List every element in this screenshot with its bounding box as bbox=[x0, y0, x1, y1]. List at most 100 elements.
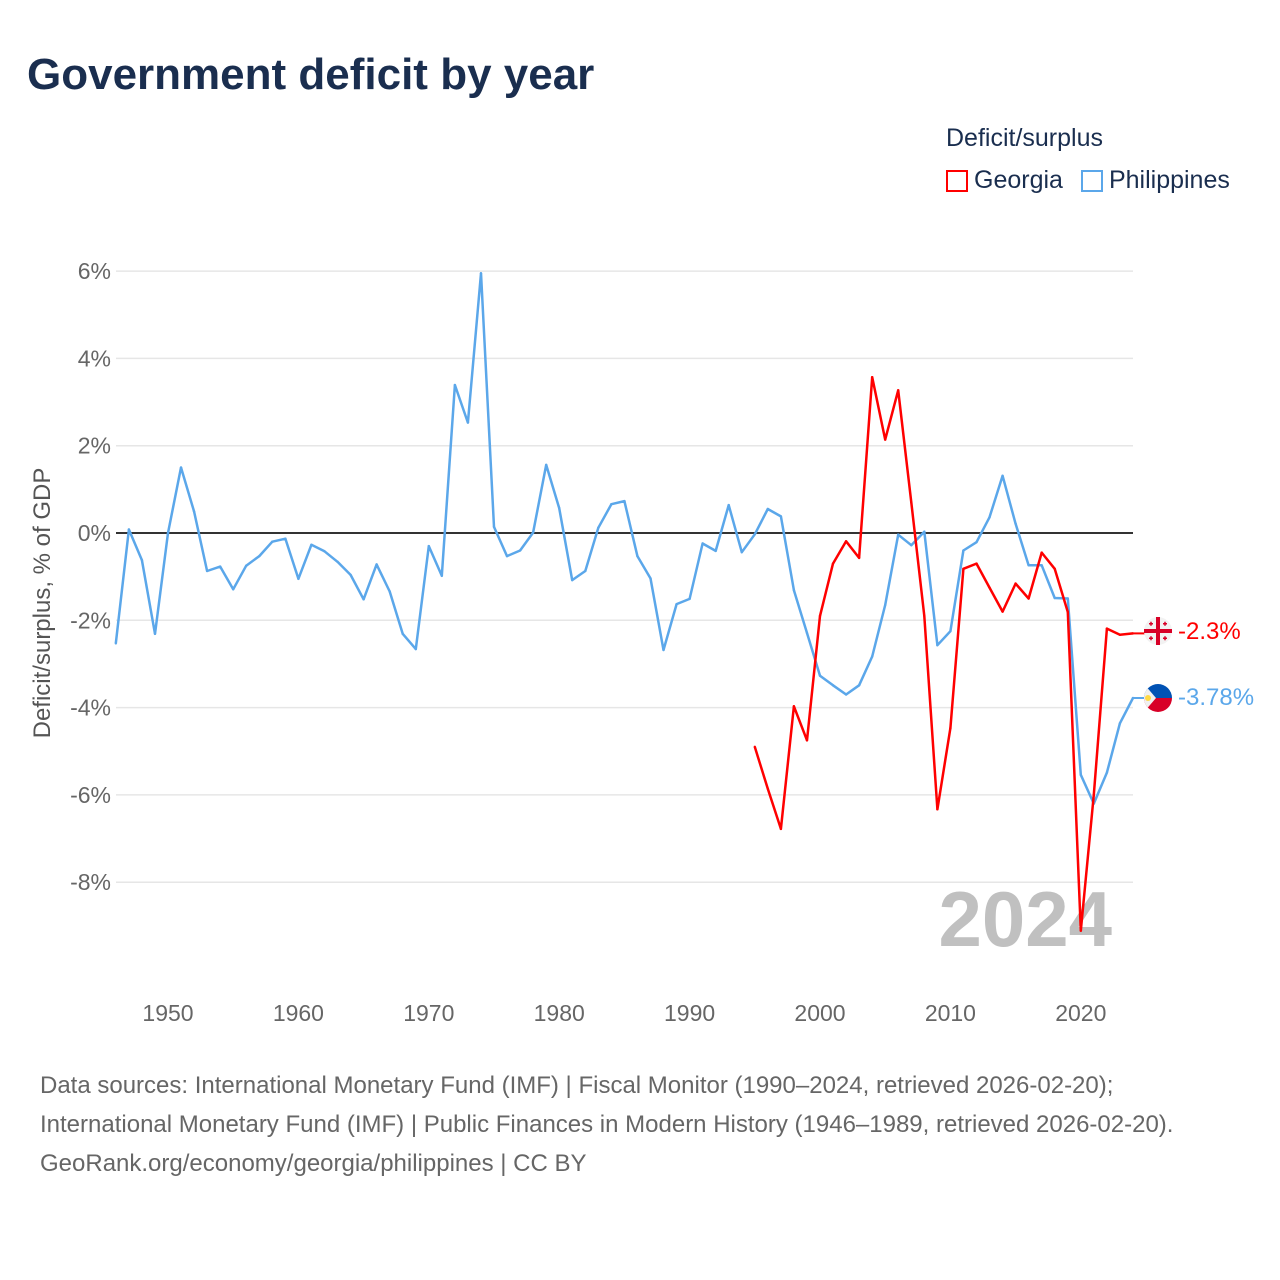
data-point-georgia[interactable] bbox=[988, 586, 991, 589]
data-point-philippines[interactable] bbox=[114, 642, 118, 645]
data-point-georgia[interactable] bbox=[1027, 597, 1030, 600]
data-point-philippines[interactable] bbox=[649, 577, 652, 580]
data-point-georgia[interactable] bbox=[844, 540, 848, 543]
data-point-georgia[interactable] bbox=[805, 739, 809, 742]
data-point-philippines[interactable] bbox=[271, 540, 274, 543]
data-point-philippines[interactable] bbox=[336, 560, 339, 564]
data-point-philippines[interactable] bbox=[388, 590, 391, 593]
data-point-georgia[interactable] bbox=[1118, 633, 1122, 636]
data-point-philippines[interactable] bbox=[949, 630, 952, 633]
data-point-philippines[interactable] bbox=[910, 544, 913, 547]
data-point-philippines[interactable] bbox=[988, 516, 991, 519]
data-point-philippines[interactable] bbox=[245, 564, 248, 567]
data-point-philippines[interactable] bbox=[205, 569, 209, 573]
data-point-philippines[interactable] bbox=[1118, 722, 1122, 725]
data-point-philippines[interactable] bbox=[531, 531, 535, 534]
data-point-georgia[interactable] bbox=[975, 562, 978, 565]
data-point-philippines[interactable] bbox=[518, 549, 522, 552]
data-point-philippines[interactable] bbox=[1066, 597, 1069, 600]
data-point-philippines[interactable] bbox=[466, 421, 470, 424]
data-point-philippines[interactable] bbox=[818, 674, 822, 677]
data-point-philippines[interactable] bbox=[166, 531, 170, 535]
legend-item-philippines[interactable]: Philippines bbox=[1080, 166, 1230, 195]
data-point-philippines[interactable] bbox=[375, 563, 378, 566]
data-point-philippines[interactable] bbox=[401, 632, 404, 636]
data-point-philippines[interactable] bbox=[310, 543, 313, 546]
data-point-philippines[interactable] bbox=[1014, 522, 1017, 526]
data-point-philippines[interactable] bbox=[218, 565, 222, 568]
data-point-philippines[interactable] bbox=[558, 506, 561, 510]
data-point-georgia[interactable] bbox=[910, 501, 913, 504]
data-point-philippines[interactable] bbox=[258, 554, 261, 558]
data-point-philippines[interactable] bbox=[688, 597, 691, 601]
data-point-philippines[interactable] bbox=[753, 533, 756, 536]
data-point-philippines[interactable] bbox=[1053, 596, 1056, 600]
data-point-philippines[interactable] bbox=[584, 569, 587, 573]
data-point-georgia[interactable] bbox=[870, 375, 874, 379]
data-point-philippines[interactable] bbox=[975, 540, 978, 544]
data-point-philippines[interactable] bbox=[870, 655, 874, 658]
data-point-philippines[interactable] bbox=[284, 537, 287, 540]
data-point-philippines[interactable] bbox=[362, 598, 365, 601]
data-point-philippines[interactable] bbox=[936, 643, 939, 647]
legend-item-georgia[interactable]: Georgia bbox=[946, 166, 1063, 195]
series-line-philippines[interactable] bbox=[114, 272, 1135, 805]
data-point-philippines[interactable] bbox=[1079, 773, 1083, 777]
data-point-philippines[interactable] bbox=[1001, 474, 1004, 478]
data-point-philippines[interactable] bbox=[349, 573, 352, 577]
data-point-philippines[interactable] bbox=[962, 549, 965, 552]
data-point-georgia[interactable] bbox=[792, 705, 796, 708]
data-point-georgia[interactable] bbox=[753, 745, 756, 749]
data-point-georgia[interactable] bbox=[936, 808, 939, 811]
data-point-philippines[interactable] bbox=[884, 603, 887, 607]
data-point-philippines[interactable] bbox=[610, 502, 613, 506]
data-point-philippines[interactable] bbox=[414, 647, 417, 651]
data-point-georgia[interactable] bbox=[831, 562, 835, 565]
data-point-philippines[interactable] bbox=[479, 272, 483, 275]
data-point-philippines[interactable] bbox=[805, 631, 809, 635]
data-point-philippines[interactable] bbox=[505, 554, 509, 558]
data-point-georgia[interactable] bbox=[1079, 929, 1083, 932]
data-point-philippines[interactable] bbox=[597, 526, 600, 529]
credit-link[interactable]: GeoRank.org/economy/georgia/philippines … bbox=[40, 1150, 587, 1177]
data-point-georgia[interactable] bbox=[949, 726, 952, 730]
data-point-philippines[interactable] bbox=[857, 684, 861, 687]
data-point-georgia[interactable] bbox=[857, 556, 861, 560]
data-point-philippines[interactable] bbox=[701, 542, 704, 545]
data-point-philippines[interactable] bbox=[179, 466, 183, 469]
data-point-philippines[interactable] bbox=[1040, 564, 1043, 567]
data-point-philippines[interactable] bbox=[1027, 564, 1030, 567]
data-point-georgia[interactable] bbox=[1105, 627, 1109, 630]
data-point-georgia[interactable] bbox=[1053, 567, 1056, 570]
data-point-philippines[interactable] bbox=[727, 503, 730, 507]
data-point-philippines[interactable] bbox=[897, 533, 900, 536]
data-point-philippines[interactable] bbox=[453, 383, 457, 387]
data-point-georgia[interactable] bbox=[897, 389, 900, 392]
data-point-philippines[interactable] bbox=[766, 507, 770, 511]
data-point-philippines[interactable] bbox=[714, 549, 717, 553]
data-point-philippines[interactable] bbox=[1105, 771, 1109, 774]
series-line-georgia[interactable] bbox=[753, 375, 1134, 932]
data-point-georgia[interactable] bbox=[779, 827, 783, 831]
data-point-philippines[interactable] bbox=[792, 588, 796, 592]
data-point-philippines[interactable] bbox=[844, 693, 848, 696]
data-point-georgia[interactable] bbox=[1014, 582, 1017, 585]
data-point-philippines[interactable] bbox=[636, 554, 639, 558]
data-point-georgia[interactable] bbox=[766, 787, 770, 790]
data-point-philippines[interactable] bbox=[232, 588, 235, 591]
data-point-georgia[interactable] bbox=[1001, 610, 1004, 613]
data-point-georgia[interactable] bbox=[1066, 610, 1069, 614]
data-point-philippines[interactable] bbox=[427, 544, 430, 548]
data-point-philippines[interactable] bbox=[153, 632, 157, 636]
data-point-philippines[interactable] bbox=[831, 684, 835, 687]
data-point-philippines[interactable] bbox=[440, 574, 444, 577]
data-point-philippines[interactable] bbox=[740, 551, 743, 554]
data-point-philippines[interactable] bbox=[623, 499, 626, 503]
data-point-georgia[interactable] bbox=[884, 438, 887, 441]
data-point-philippines[interactable] bbox=[571, 578, 574, 582]
data-point-philippines[interactable] bbox=[923, 530, 926, 533]
data-point-philippines[interactable] bbox=[192, 510, 196, 513]
data-point-georgia[interactable] bbox=[818, 614, 822, 618]
data-point-philippines[interactable] bbox=[675, 602, 678, 606]
data-point-philippines[interactable] bbox=[492, 525, 496, 529]
